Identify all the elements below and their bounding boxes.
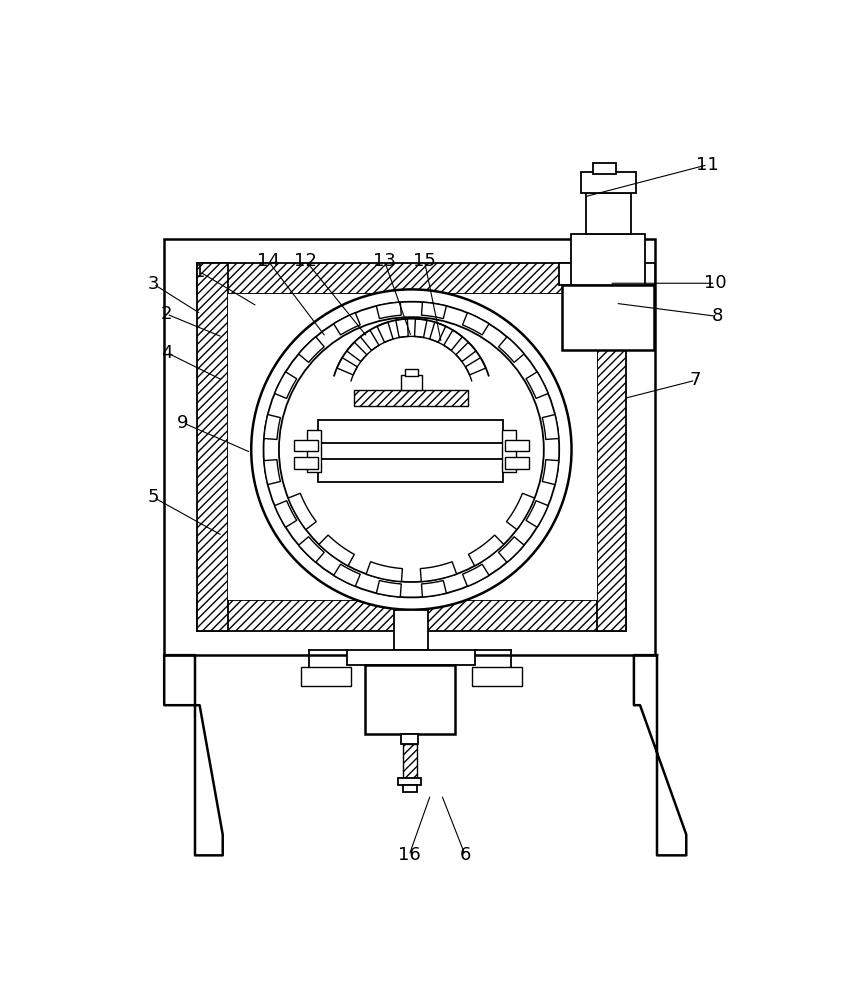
Bar: [504, 440, 528, 451]
Bar: [318, 420, 503, 443]
Bar: [306, 430, 320, 472]
Polygon shape: [506, 493, 534, 530]
Bar: [318, 459, 503, 482]
Polygon shape: [298, 537, 324, 562]
Bar: [398, 778, 421, 785]
Polygon shape: [468, 535, 504, 566]
Polygon shape: [366, 562, 402, 582]
Text: 9: 9: [176, 414, 188, 432]
Bar: [354, 390, 468, 406]
Polygon shape: [263, 415, 280, 439]
Polygon shape: [164, 655, 222, 855]
Polygon shape: [633, 655, 686, 855]
Bar: [402, 744, 417, 778]
Bar: [405, 369, 417, 376]
Polygon shape: [319, 535, 354, 566]
Text: 7: 7: [689, 371, 700, 389]
Polygon shape: [526, 372, 548, 398]
Bar: [301, 667, 351, 686]
Bar: [347, 650, 474, 665]
Text: 4: 4: [160, 344, 172, 362]
Text: 8: 8: [711, 307, 722, 325]
Bar: [164, 239, 654, 655]
Polygon shape: [421, 302, 446, 319]
Bar: [400, 375, 422, 390]
Polygon shape: [377, 322, 393, 342]
Text: 2: 2: [160, 305, 172, 323]
Bar: [504, 457, 528, 469]
Bar: [596, 263, 625, 631]
Bar: [561, 285, 653, 350]
Polygon shape: [465, 358, 486, 375]
Polygon shape: [542, 415, 558, 439]
Bar: [293, 457, 318, 469]
Polygon shape: [498, 337, 523, 362]
Circle shape: [250, 289, 571, 610]
Text: 16: 16: [397, 846, 420, 864]
Bar: [502, 430, 515, 472]
Text: 3: 3: [147, 275, 159, 293]
Polygon shape: [298, 337, 324, 362]
Text: 15: 15: [412, 252, 435, 270]
Bar: [580, 172, 636, 193]
Polygon shape: [333, 564, 360, 586]
Bar: [293, 440, 318, 451]
Circle shape: [263, 302, 559, 597]
Polygon shape: [455, 342, 475, 362]
Polygon shape: [429, 322, 445, 342]
Text: 5: 5: [147, 488, 159, 506]
Polygon shape: [498, 537, 523, 562]
Text: 14: 14: [256, 252, 279, 270]
Polygon shape: [376, 580, 400, 597]
Bar: [394, 610, 428, 650]
Polygon shape: [526, 501, 548, 527]
Text: 12: 12: [294, 252, 317, 270]
Circle shape: [279, 317, 544, 582]
Text: 13: 13: [372, 252, 395, 270]
Polygon shape: [333, 313, 360, 335]
Bar: [585, 193, 630, 234]
Polygon shape: [376, 302, 400, 319]
Polygon shape: [462, 313, 488, 335]
Polygon shape: [274, 372, 296, 398]
Polygon shape: [443, 330, 462, 351]
Text: 6: 6: [459, 846, 470, 864]
Polygon shape: [395, 319, 408, 338]
Polygon shape: [337, 358, 357, 375]
Bar: [592, 163, 615, 174]
Polygon shape: [346, 342, 366, 362]
Polygon shape: [462, 564, 488, 586]
Polygon shape: [288, 493, 316, 530]
Bar: [365, 665, 455, 734]
Polygon shape: [414, 319, 427, 338]
Polygon shape: [420, 562, 456, 582]
Polygon shape: [542, 460, 558, 485]
Bar: [472, 667, 521, 686]
Polygon shape: [360, 330, 378, 351]
Polygon shape: [274, 501, 296, 527]
Bar: [401, 734, 417, 744]
Bar: [227, 294, 596, 600]
Bar: [197, 600, 625, 631]
Text: 10: 10: [704, 274, 726, 292]
Bar: [197, 263, 625, 294]
Text: 11: 11: [695, 156, 718, 174]
Text: 1: 1: [193, 263, 205, 281]
Bar: [570, 234, 645, 285]
Bar: [402, 785, 417, 792]
Polygon shape: [263, 460, 280, 485]
Bar: [197, 263, 227, 631]
Bar: [559, 263, 654, 285]
Polygon shape: [421, 580, 446, 597]
